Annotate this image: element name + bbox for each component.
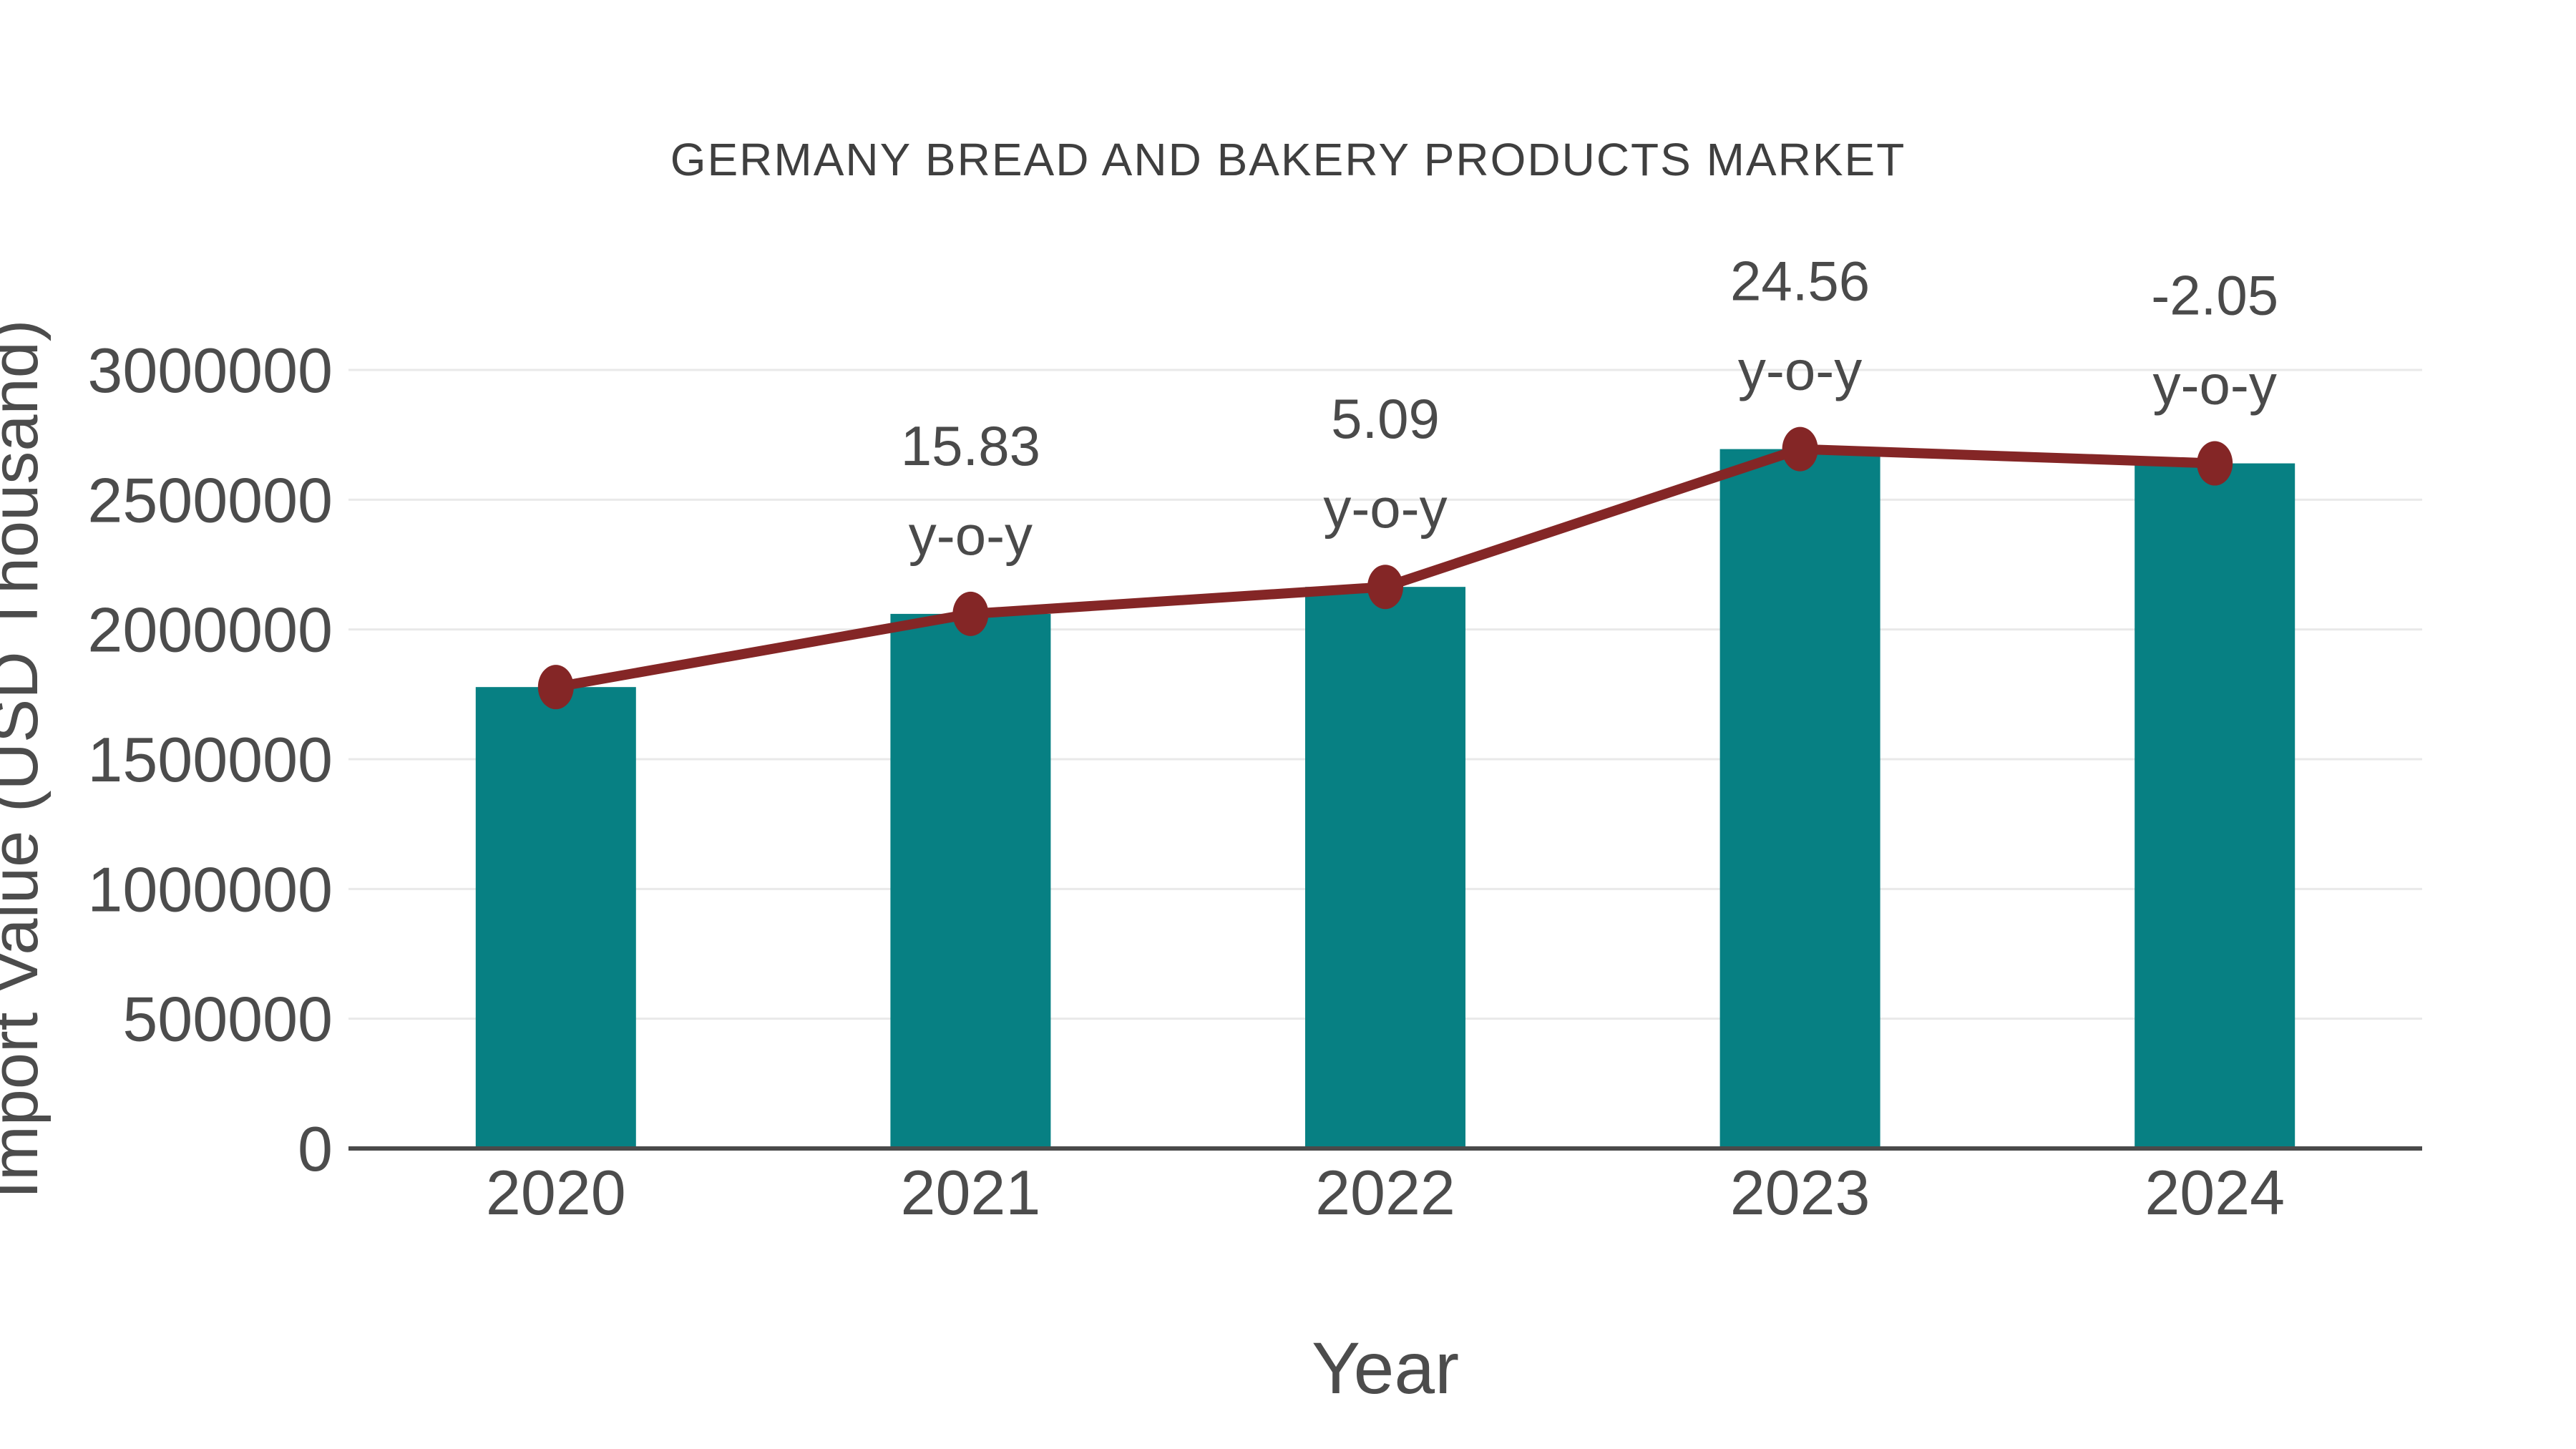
y-tick-label-1000000: 1000000 [87, 854, 333, 924]
y-tick-label-3000000: 3000000 [87, 335, 333, 406]
chart-title: GERMANY BREAD AND BAKERY PRODUCTS MARKET [670, 134, 1906, 185]
point-label-value-2022: 5.09 [1331, 387, 1440, 450]
point-label-suffix-2022: y-o-y [1323, 477, 1447, 540]
bar-2021 [890, 613, 1051, 1148]
y-axis-tick-labels: 0 500000 1000000 1500000 2000000 2500000 30000… [87, 335, 333, 1184]
marker-2022 [1367, 565, 1403, 610]
marker-2020 [537, 665, 574, 710]
x-tick-label-2021: 2021 [901, 1157, 1041, 1228]
x-tick-label-2023: 2023 [1730, 1157, 1870, 1228]
bar-series [475, 449, 2296, 1148]
y-tick-label-2000000: 2000000 [87, 595, 333, 665]
bar-2024 [2135, 463, 2296, 1148]
line-markers [537, 426, 2233, 710]
y-axis-title: Import Value (USD Thousand) [0, 320, 52, 1199]
x-tick-label-2024: 2024 [2145, 1157, 2285, 1228]
x-axis-tick-labels: 2020 2021 2022 2023 2024 [486, 1157, 2285, 1228]
marker-2024 [2197, 441, 2233, 486]
y-tick-label-2500000: 2500000 [87, 464, 333, 535]
marker-2021 [952, 591, 989, 636]
point-labels: 15.83 y-o-y 5.09 y-o-y 24.56 y-o-y -2.05 y-o-y [901, 250, 2278, 567]
bar-2022 [1305, 587, 1465, 1148]
x-axis-title: Year [1312, 1327, 1459, 1409]
point-label-suffix-2021: y-o-y [909, 504, 1033, 567]
point-label-value-2024: -2.05 [2151, 264, 2278, 327]
point-label-suffix-2023: y-o-y [1738, 339, 1862, 402]
y-tick-label-0: 0 [298, 1113, 333, 1184]
x-tick-label-2020: 2020 [486, 1157, 626, 1228]
y-tick-label-500000: 500000 [122, 984, 333, 1055]
bar-2020 [475, 687, 636, 1148]
marker-2023 [1782, 426, 1818, 472]
point-label-suffix-2024: y-o-y [2153, 353, 2277, 416]
point-label-value-2021: 15.83 [901, 414, 1040, 477]
y-tick-label-1500000: 1500000 [87, 724, 333, 795]
bar-2023 [1719, 449, 1880, 1148]
x-tick-label-2022: 2022 [1315, 1157, 1455, 1228]
point-label-value-2023: 24.56 [1730, 250, 1870, 313]
